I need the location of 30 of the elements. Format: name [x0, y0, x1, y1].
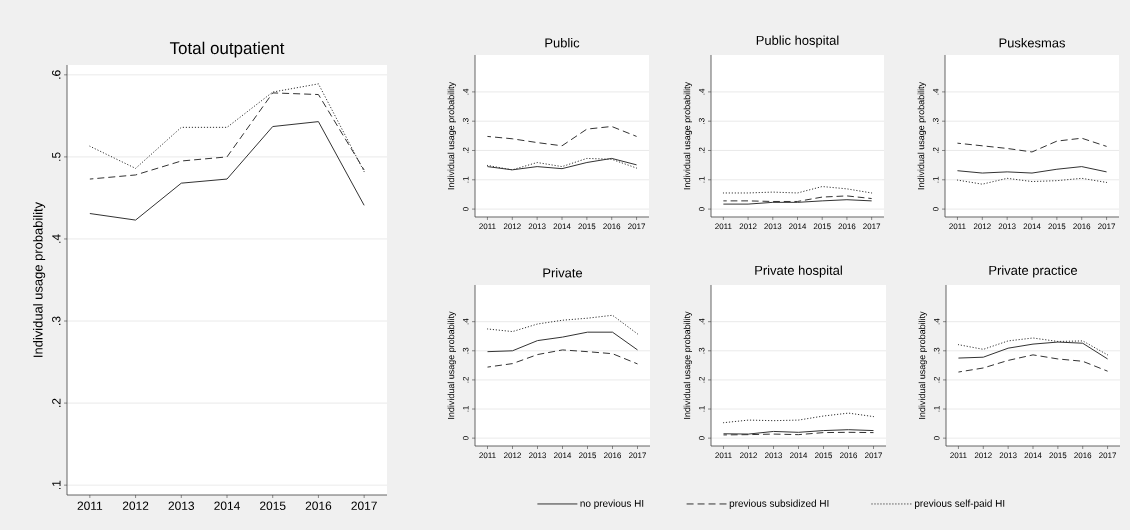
y-tick-label: .1 — [52, 480, 61, 490]
y-tick-label: .3 — [52, 316, 61, 325]
x-tick-label: 2017 — [351, 501, 377, 510]
chart-title: Total outpatient — [169, 41, 285, 58]
y-tick-label: .4 — [52, 234, 61, 243]
chart-title: Private hospital — [755, 265, 842, 278]
x-tick-label: 2016 — [305, 501, 332, 510]
y-tick-label: .2 — [52, 398, 61, 407]
y-tick-label: .5 — [52, 152, 61, 161]
x-tick-label: 2011 — [77, 501, 103, 510]
chart-title: Puskesmas — [999, 37, 1066, 48]
y-axis-title: Individual usage probability — [918, 311, 927, 419]
chart-title: Private practice — [989, 265, 1078, 278]
legend-label: no previous HI — [580, 499, 644, 509]
x-tick-label: 2014 — [214, 501, 240, 510]
y-axis-title: Individual usage probability — [447, 81, 456, 190]
y-axis-title: Individual usage probability — [917, 81, 927, 190]
x-tick-label: 2012 — [122, 501, 149, 510]
chart-title: Private — [543, 267, 583, 278]
legend-label: previous self-paid HI — [914, 499, 1005, 509]
y-tick-label: .6 — [52, 70, 61, 79]
x-tick-label: 2013 — [168, 501, 195, 510]
x-tick-label: 2015 — [260, 501, 286, 510]
chart-title: Public — [545, 37, 580, 48]
y-axis-title: Individual usage probability — [683, 311, 692, 419]
y-axis-title: Individual usage probability — [447, 311, 456, 419]
y-axis-title: Individual usage probability — [683, 81, 692, 190]
y-axis-title: Individual usage probability — [33, 201, 46, 357]
chart-title: Public hospital — [756, 35, 839, 48]
legend-label: previous subsidized HI — [729, 499, 829, 509]
